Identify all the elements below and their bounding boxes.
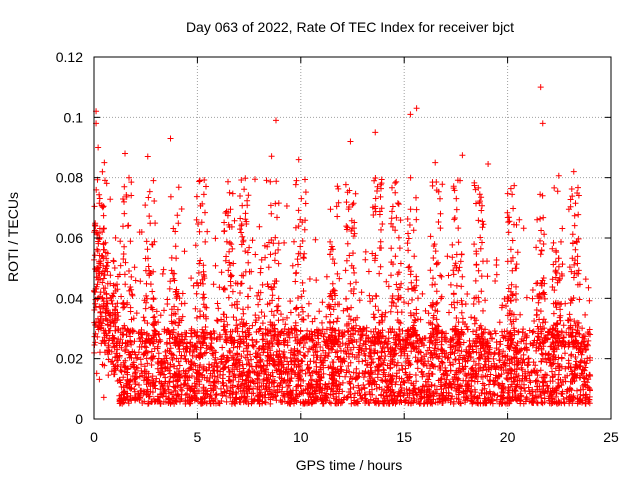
x-tick-label: 15: [396, 429, 412, 445]
y-tick-label: 0.12: [56, 49, 83, 65]
roti-peak-point: [95, 144, 102, 151]
roti-peak-point: [347, 138, 354, 145]
grid-lines: [94, 57, 611, 419]
roti-peak-point: [539, 120, 546, 127]
roti-peak-point: [272, 117, 279, 124]
y-tick-label: 0.1: [64, 109, 84, 125]
roti-peak-point: [570, 168, 577, 175]
y-tick-labels: 0 0.02 0.04 0.06 0.08 0.1 0.12: [56, 49, 83, 427]
y-axis-label: ROTI / TECUs: [5, 192, 21, 282]
x-axis-label: GPS time / hours: [296, 457, 403, 473]
roti-peak-point: [122, 150, 129, 157]
x-tick-labels: 0 5 10 15 20 25: [90, 429, 619, 445]
roti-peak-point: [407, 111, 414, 118]
x-tick-label: 20: [500, 429, 516, 445]
roti-peak-point: [101, 159, 108, 166]
y-tick-label: 0.04: [56, 290, 83, 306]
roti-peak-point: [457, 177, 464, 184]
x-tick-label: 5: [194, 429, 202, 445]
y-tick-label: 0.02: [56, 351, 83, 367]
roti-peak-point: [167, 135, 174, 142]
roti-peak-point: [144, 153, 151, 160]
chart-title: Day 063 of 2022, Rate Of TEC Index for r…: [186, 19, 514, 35]
axis-ticks: [93, 56, 612, 420]
y-tick-label: 0.08: [56, 170, 83, 186]
data-points: [91, 84, 594, 407]
roti-peak-point: [372, 129, 379, 136]
roti-peak-point: [537, 84, 544, 91]
y-tick-label: 0: [75, 411, 83, 427]
roti-scatter-points: [91, 152, 594, 407]
y-tick-label: 0.06: [56, 230, 83, 246]
roti-peak-point: [432, 159, 439, 166]
roti-peak-point: [413, 105, 420, 112]
x-tick-label: 10: [293, 429, 309, 445]
x-tick-label: 25: [603, 429, 619, 445]
roti-peak-point: [295, 156, 302, 163]
x-tick-label: 0: [90, 429, 98, 445]
